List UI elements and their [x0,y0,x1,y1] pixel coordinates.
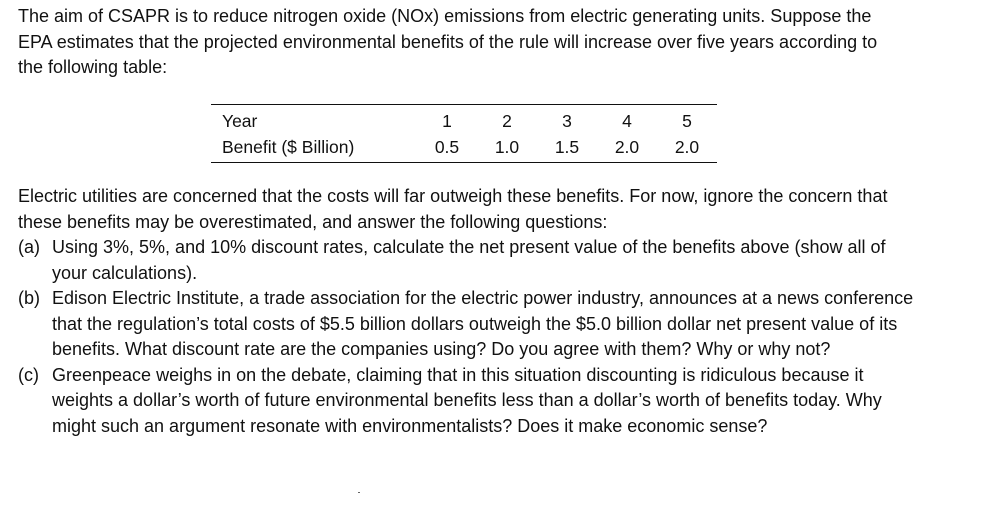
question-label: (a) [18,237,40,257]
stray-mark [358,492,360,493]
year-cell: 4 [622,110,632,131]
intro-paragraph: The aim of CSAPR is to reduce nitrogen o… [18,6,878,77]
benefit-cell: 1.5 [554,136,580,157]
benefit-cell: 2.0 [614,136,640,157]
year-cell: 2 [502,110,512,131]
year-cell: 3 [562,110,572,131]
row-header-year: Year [222,110,258,131]
context-paragraph: Electric utilities are concerned that th… [18,186,888,232]
question-list: (a) Using 3%, 5%, and 10% discount rates… [18,235,918,439]
question-text: Edison Electric Institute, a trade assoc… [52,288,914,359]
year-cell: 1 [442,110,452,131]
table-row-benefit: Benefit ($ Billion) 0.5 1.0 1.5 2.0 2.0 [211,134,717,163]
table-row-year: Year 1 2 3 4 5 [211,105,717,135]
row-header-benefit: Benefit ($ Billion) [222,136,355,157]
benefit-cell: 1.0 [494,136,520,157]
question-c: (c) Greenpeace weighs in on the debate, … [18,363,918,440]
question-text: Using 3%, 5%, and 10% discount rates, ca… [52,237,886,283]
question-text: Greenpeace weighs in on the debate, clai… [52,364,882,436]
question-label: (b) [18,288,40,308]
benefits-table: Year 1 2 3 4 5 Benefit ($ Billion) 0.5 1… [211,104,717,163]
question-label: (c) [18,364,39,385]
question-b: (b) Edison Electric Institute, a trade a… [18,286,918,363]
benefit-cell: 2.0 [674,136,700,157]
year-cell: 5 [682,110,692,131]
benefit-cell: 0.5 [434,136,460,157]
question-a: (a) Using 3%, 5%, and 10% discount rates… [18,235,918,286]
